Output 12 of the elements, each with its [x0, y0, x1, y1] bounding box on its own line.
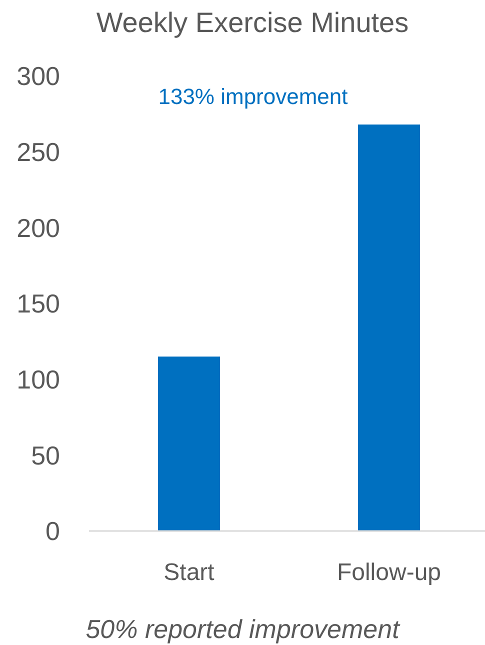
x-tick-label: Follow-up [336, 559, 442, 586]
y-tick-label: 50 [31, 440, 60, 470]
y-tick-label: 250 [16, 136, 60, 167]
y-tick-label: 0 [46, 516, 60, 546]
text: 50% reported improvement [86, 614, 402, 644]
y-tick-label: 100 [16, 364, 60, 394]
annotation: 133% improvement [158, 84, 348, 109]
x-tick-label: Start [164, 559, 215, 586]
y-tick-label: 200 [16, 212, 60, 243]
y-tick-label: 300 [16, 61, 60, 92]
chart-title: Weekly Exercise Minutes [96, 7, 409, 38]
y-tick-label: 150 [16, 288, 60, 319]
